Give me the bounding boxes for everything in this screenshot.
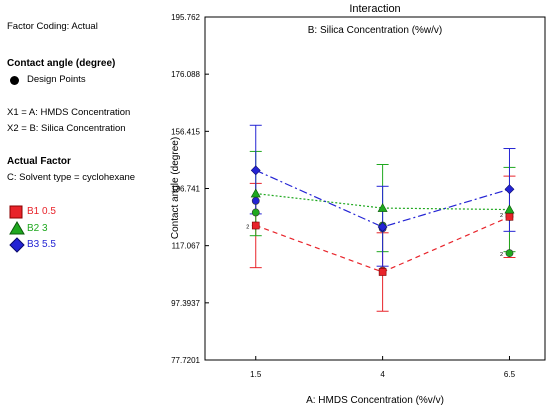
chart-title: Interaction [349,3,400,15]
actual-factor-title: Actual Factor [7,156,71,167]
x1-label: X1 = A: HMDS Concentration [7,107,131,118]
factor-coding-text: Factor Coding: Actual [7,21,98,32]
x-tick-label: 6.5 [504,370,516,379]
x-axis-label: A: HMDS Concentration (%v/v) [306,395,444,406]
blue-diamond-icon [9,237,25,253]
solvent-type-label: C: Solvent type = cyclohexane [7,172,136,183]
series-line-3 [255,169,510,228]
y-tick-label: 136.741 [171,185,200,194]
red-square-icon [9,205,23,219]
series-marker-square [378,268,387,276]
x-tick-label: 1.5 [250,370,262,379]
legend-b1-label: B1 0.5 [27,206,56,217]
factor-sidebar: Factor Coding: Actual Contact angle (deg… [0,0,190,408]
series-marker-diamond [504,184,515,195]
response-title: Contact angle (degree) [7,58,116,69]
y-tick-label: 117.067 [172,242,201,251]
y-tick-label: 156.415 [171,127,200,136]
legend-b2-label: B2 3 [27,223,48,234]
series-marker-square [505,213,514,221]
y-tick-label: 97.3937 [171,299,200,308]
design-points-label: Design Points [27,74,86,85]
series-marker-triangle [504,204,515,214]
y-tick-label: 77.7201 [171,356,200,365]
series-line-2 [255,192,510,211]
legend-b3-label: B3 5.5 [27,239,56,250]
series-marker-diamond [250,165,261,176]
series-marker-square [251,221,260,230]
design-point-dot-icon [10,76,19,85]
x2-label: X2 = B: Silica Concentration [7,123,126,134]
design-point-count-label: 2 [246,225,249,231]
design-point-count-label: 2 [500,213,503,219]
design-point [505,249,514,258]
y-tick-label: 176.088 [171,70,200,79]
chart-subtitle: B: Silica Concentration (%w/v) [308,25,443,36]
y-tick-label: 195.762 [171,13,200,22]
design-point-count-label: 2 [500,252,503,258]
series-marker-triangle [250,188,261,198]
series-marker-triangle [377,202,388,212]
series-marker-diamond [377,222,388,232]
green-triangle-icon [9,221,25,235]
design-point [251,208,260,217]
y-axis-label: Contact angle (degree) [170,137,181,239]
x-tick-label: 4 [380,370,385,379]
design-point [251,196,260,205]
